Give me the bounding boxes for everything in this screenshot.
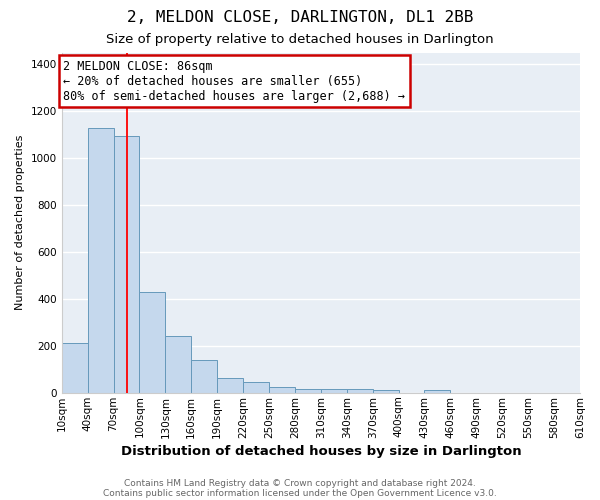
Bar (424, 390, 451, 393)
Text: Contains HM Land Registry data © Crown copyright and database right 2024.: Contains HM Land Registry data © Crown c… (124, 478, 476, 488)
Text: Contains public sector information licensed under the Open Government Licence v3: Contains public sector information licen… (103, 488, 497, 498)
Text: Size of property relative to detached houses in Darlington: Size of property relative to detached ho… (106, 32, 494, 46)
Y-axis label: Number of detached properties: Number of detached properties (15, 135, 25, 310)
Bar (373, 390, 398, 393)
Bar (139, 292, 166, 393)
Bar (113, 136, 139, 393)
Text: 2, MELDON CLOSE, DARLINGTON, DL1 2BB: 2, MELDON CLOSE, DARLINGTON, DL1 2BB (127, 10, 473, 25)
Bar (217, 378, 243, 393)
X-axis label: Distribution of detached houses by size in Darlington: Distribution of detached houses by size … (121, 444, 521, 458)
Text: 2 MELDON CLOSE: 86sqm
← 20% of detached houses are smaller (655)
80% of semi-det: 2 MELDON CLOSE: 86sqm ← 20% of detached … (64, 60, 406, 102)
Bar (191, 360, 217, 393)
Bar (166, 336, 191, 393)
Bar (295, 390, 321, 393)
Bar (88, 128, 113, 393)
Bar (321, 390, 347, 393)
Bar (269, 387, 295, 393)
Bar (62, 344, 88, 393)
Bar (347, 390, 373, 393)
Bar (243, 382, 269, 393)
